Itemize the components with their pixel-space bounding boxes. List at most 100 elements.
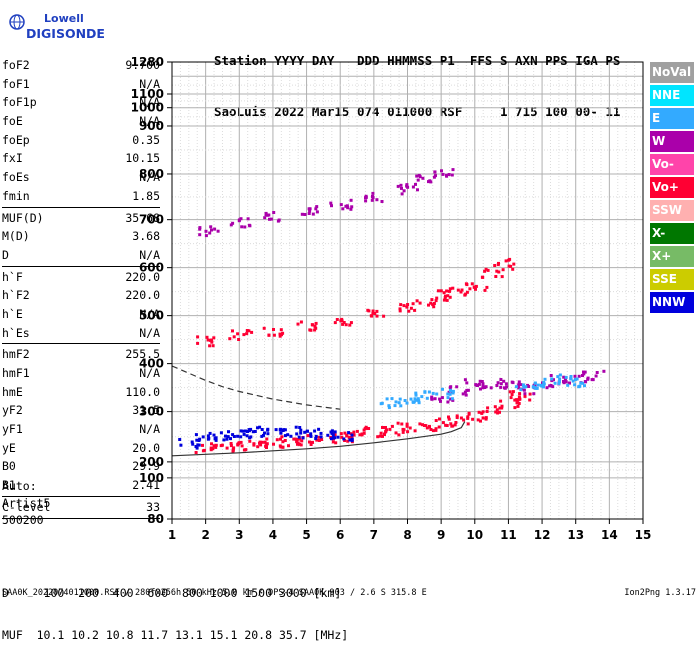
param-name: yF2 xyxy=(2,403,23,418)
echo-point xyxy=(499,399,503,403)
param-name: foF1p xyxy=(2,95,37,110)
echo-point xyxy=(540,383,543,387)
echo-point xyxy=(575,377,579,381)
echo-point xyxy=(474,284,478,288)
echo-point xyxy=(224,434,227,438)
echo-point xyxy=(306,434,310,438)
echo-point xyxy=(405,305,409,309)
echo-point xyxy=(557,382,561,386)
echo-point xyxy=(243,225,247,229)
echo-point xyxy=(248,439,252,443)
param-name: B1 xyxy=(2,478,16,493)
param-value: 0.35 xyxy=(132,132,160,147)
param-separator xyxy=(2,343,160,345)
echo-point xyxy=(178,438,182,441)
echo-point xyxy=(397,401,401,405)
x-tick-label: 15 xyxy=(635,528,652,542)
param-value: 220.0 xyxy=(125,288,160,303)
echo-point xyxy=(429,428,433,431)
echo-point xyxy=(387,406,391,410)
echo-point xyxy=(577,374,581,378)
lowell-digisonde-logo: Lowell DIGISONDE xyxy=(9,12,105,41)
echo-point xyxy=(195,438,199,442)
param-row: foF2 9.700 xyxy=(2,56,166,75)
echo-point xyxy=(292,437,296,441)
echo-point xyxy=(364,196,367,200)
echo-point xyxy=(309,434,313,438)
echo-point xyxy=(279,427,283,431)
echo-point xyxy=(479,387,482,391)
echo-point xyxy=(210,228,213,232)
echo-point xyxy=(274,428,278,432)
echo-point xyxy=(423,424,426,427)
echo-point xyxy=(240,225,244,229)
param-row: hmF2 255.5 xyxy=(2,345,166,364)
echo-point xyxy=(317,439,321,442)
echo-point xyxy=(427,303,430,307)
y-tick-label: 900 xyxy=(139,119,164,133)
y-tick-label: 600 xyxy=(139,261,164,275)
footer-version: Ion2Png 1.3.17 xyxy=(624,588,696,598)
echo-point xyxy=(196,341,200,345)
echo-point xyxy=(483,288,487,292)
echo-point xyxy=(430,298,434,302)
echo-point xyxy=(256,445,260,449)
echo-point xyxy=(462,418,466,422)
param-value: 3.68 xyxy=(132,229,160,244)
echo-point xyxy=(451,168,455,172)
scaled-parameters-panel: foF2 9.700 foF1 N/A foF1p N/A foE N/A foEp 0.35 fx… xyxy=(2,56,166,520)
echo-point xyxy=(417,173,421,177)
echo-point xyxy=(484,416,488,420)
param-separator xyxy=(2,265,160,267)
echo-point xyxy=(433,397,437,401)
echo-point xyxy=(553,381,557,385)
echo-point xyxy=(390,424,394,428)
echo-point xyxy=(263,431,266,435)
echo-point xyxy=(532,392,536,396)
y-tick-label: 1280 xyxy=(131,55,164,69)
echo-point xyxy=(246,217,250,221)
param-name: h`E xyxy=(2,306,23,321)
echo-point xyxy=(299,320,303,324)
echo-point xyxy=(569,375,573,378)
echo-point xyxy=(306,429,309,433)
param-name: hmF1 xyxy=(2,366,30,380)
echo-point xyxy=(265,437,269,441)
echo-point xyxy=(448,289,451,293)
echo-point xyxy=(315,438,319,442)
echo-point xyxy=(408,426,412,430)
param-row: h`F2 220.0 xyxy=(2,286,166,305)
logo-line2: DIGISONDE xyxy=(26,26,105,41)
chart-echoes xyxy=(178,168,606,454)
echo-point xyxy=(286,433,290,437)
echo-point xyxy=(579,381,583,385)
echo-point xyxy=(275,438,279,442)
legend-item-vo: Vo- xyxy=(650,154,694,175)
param-row: fxI 10.15 xyxy=(2,149,166,168)
autoscaling-info: Auto: Artist5 500200 xyxy=(2,478,50,529)
echo-point xyxy=(401,430,405,434)
echo-point xyxy=(418,422,422,426)
echo-point xyxy=(346,439,350,443)
echo-point xyxy=(247,223,251,227)
echo-point xyxy=(371,311,375,315)
echo-point xyxy=(209,225,213,229)
echo-point xyxy=(524,385,528,389)
echo-point xyxy=(382,314,386,318)
echo-point xyxy=(179,443,183,447)
echo-point xyxy=(378,434,382,438)
x-tick-label: 6 xyxy=(336,528,344,542)
ionogram-chart: 1 2 3 4 5 6 7 8 9 10 11 12 13 14 158010020030040050060… xyxy=(131,55,652,542)
param-name: M(D) xyxy=(2,229,30,244)
x-tick-label: 3 xyxy=(235,528,243,542)
echo-point xyxy=(303,213,307,216)
echo-point xyxy=(495,269,499,273)
echo-point xyxy=(481,410,485,414)
echo-point xyxy=(428,425,431,429)
echo-point xyxy=(399,303,403,307)
echo-point xyxy=(534,386,538,390)
x-tick-label: 8 xyxy=(403,528,411,542)
echo-point xyxy=(250,330,254,334)
echo-point xyxy=(484,385,488,389)
echo-point xyxy=(481,416,485,420)
